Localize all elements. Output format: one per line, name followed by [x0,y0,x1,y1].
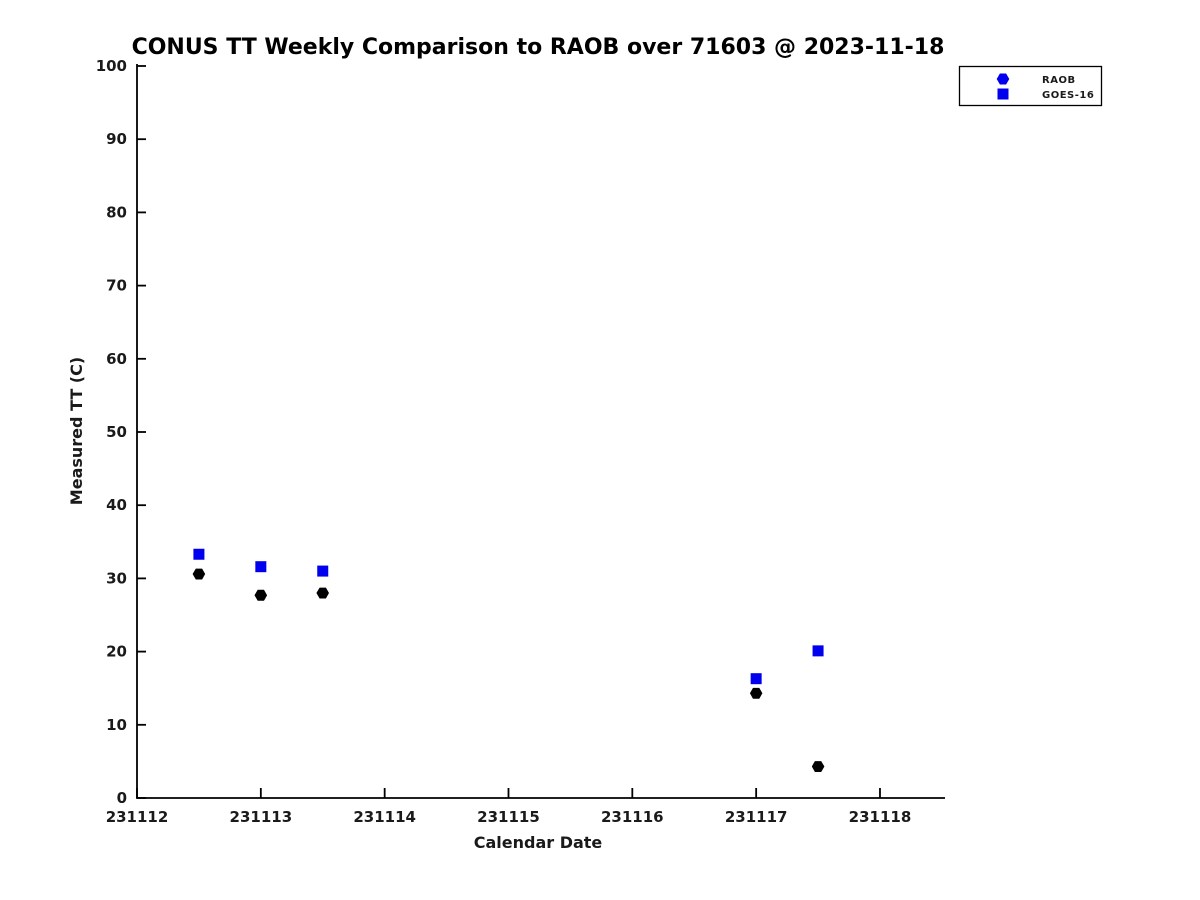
x-tick-label: 231116 [601,808,664,826]
chart-title: CONUS TT Weekly Comparison to RAOB over … [132,35,945,60]
x-axis-label: Calendar Date [474,833,603,852]
series-goes-16 [193,548,824,685]
axes-spines [136,64,945,799]
y-tick-label: 30 [106,569,127,587]
x-axis-ticks: 231112 231113 231114 231115 231116 231117 2311… [106,788,912,826]
y-axis-ticks: 0 10 20 30 40 50 60 70 80 90 100 [96,57,146,807]
legend-raob-marker [996,73,1010,85]
x-tick-label: 231115 [477,808,540,826]
goes-16-marker [255,561,267,573]
x-tick-label: 231118 [849,808,912,826]
raob-marker [749,687,763,699]
x-tick-label: 231114 [353,808,416,826]
raob-marker [192,568,206,580]
y-tick-label: 10 [106,716,127,734]
y-tick-label: 100 [96,57,127,75]
legend-items: RAOB GOES-16 [996,73,1094,101]
goes-16-marker [750,673,762,685]
data-points [192,548,825,772]
x-tick-label: 231112 [106,808,169,826]
y-tick-label: 70 [106,277,127,295]
y-tick-label: 80 [106,203,127,221]
y-tick-label: 40 [106,496,127,514]
x-tick-label: 231113 [230,808,293,826]
legend-box [958,65,1103,107]
x-tick-label: 231117 [725,808,788,826]
y-tick-label: 20 [106,643,127,661]
legend: RAOB GOES-16 [958,65,1103,107]
goes-16-marker [812,645,824,657]
legend-goes-16-label: GOES-16 [1042,90,1094,101]
y-tick-label: 90 [106,130,127,148]
series-raob [192,568,825,772]
y-tick-label: 0 [117,789,127,807]
y-tick-label: 60 [106,350,127,368]
raob-marker [254,589,268,601]
goes-16-marker [193,548,205,560]
y-tick-label: 50 [106,423,127,441]
raob-marker [811,761,825,772]
y-axis-label: Measured TT (C) [67,357,86,505]
legend-raob-label: RAOB [1042,75,1076,86]
legend-goes-16-marker [997,88,1009,100]
goes-16-marker [317,565,329,577]
raob-marker [316,587,329,599]
